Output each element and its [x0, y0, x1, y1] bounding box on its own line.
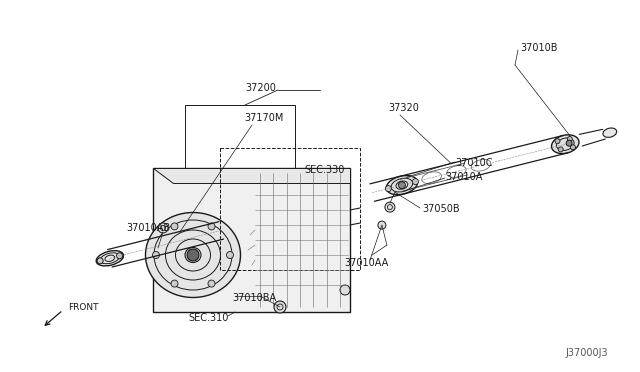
Circle shape: [558, 147, 563, 152]
Text: SEC.310: SEC.310: [188, 313, 228, 323]
Text: 37050B: 37050B: [422, 204, 460, 214]
Ellipse shape: [172, 235, 191, 246]
Text: 37010BA: 37010BA: [232, 293, 276, 303]
Circle shape: [116, 253, 122, 259]
Circle shape: [555, 139, 560, 144]
Ellipse shape: [603, 128, 617, 137]
Circle shape: [171, 280, 178, 287]
Circle shape: [187, 249, 199, 261]
Circle shape: [274, 301, 286, 313]
Circle shape: [412, 179, 419, 185]
Text: 37010A: 37010A: [445, 172, 483, 182]
Circle shape: [227, 251, 234, 259]
Circle shape: [570, 145, 575, 150]
Text: 37200: 37200: [245, 83, 276, 93]
Polygon shape: [153, 168, 350, 183]
Text: 37010C: 37010C: [455, 158, 493, 168]
Circle shape: [567, 137, 572, 141]
Text: SEC.330: SEC.330: [304, 165, 344, 175]
Text: 37010AA: 37010AA: [344, 258, 388, 268]
Ellipse shape: [387, 176, 417, 195]
Circle shape: [208, 223, 215, 230]
Ellipse shape: [552, 135, 579, 154]
Text: FRONT: FRONT: [68, 304, 99, 312]
Ellipse shape: [96, 251, 124, 266]
Circle shape: [158, 223, 168, 233]
Circle shape: [152, 251, 159, 259]
Text: J37000J3: J37000J3: [565, 348, 608, 358]
Text: 37010AB: 37010AB: [126, 223, 170, 233]
Text: 37320: 37320: [388, 103, 419, 113]
Circle shape: [566, 140, 572, 146]
Text: 37010B: 37010B: [520, 43, 557, 53]
Circle shape: [179, 237, 184, 243]
Circle shape: [97, 258, 103, 264]
Circle shape: [208, 280, 215, 287]
Circle shape: [378, 221, 386, 229]
Circle shape: [340, 285, 350, 295]
Circle shape: [385, 186, 391, 192]
Polygon shape: [153, 168, 350, 312]
Text: 37170M: 37170M: [244, 113, 284, 123]
Circle shape: [398, 182, 405, 189]
Ellipse shape: [145, 212, 241, 298]
Circle shape: [385, 202, 395, 212]
Circle shape: [171, 223, 178, 230]
